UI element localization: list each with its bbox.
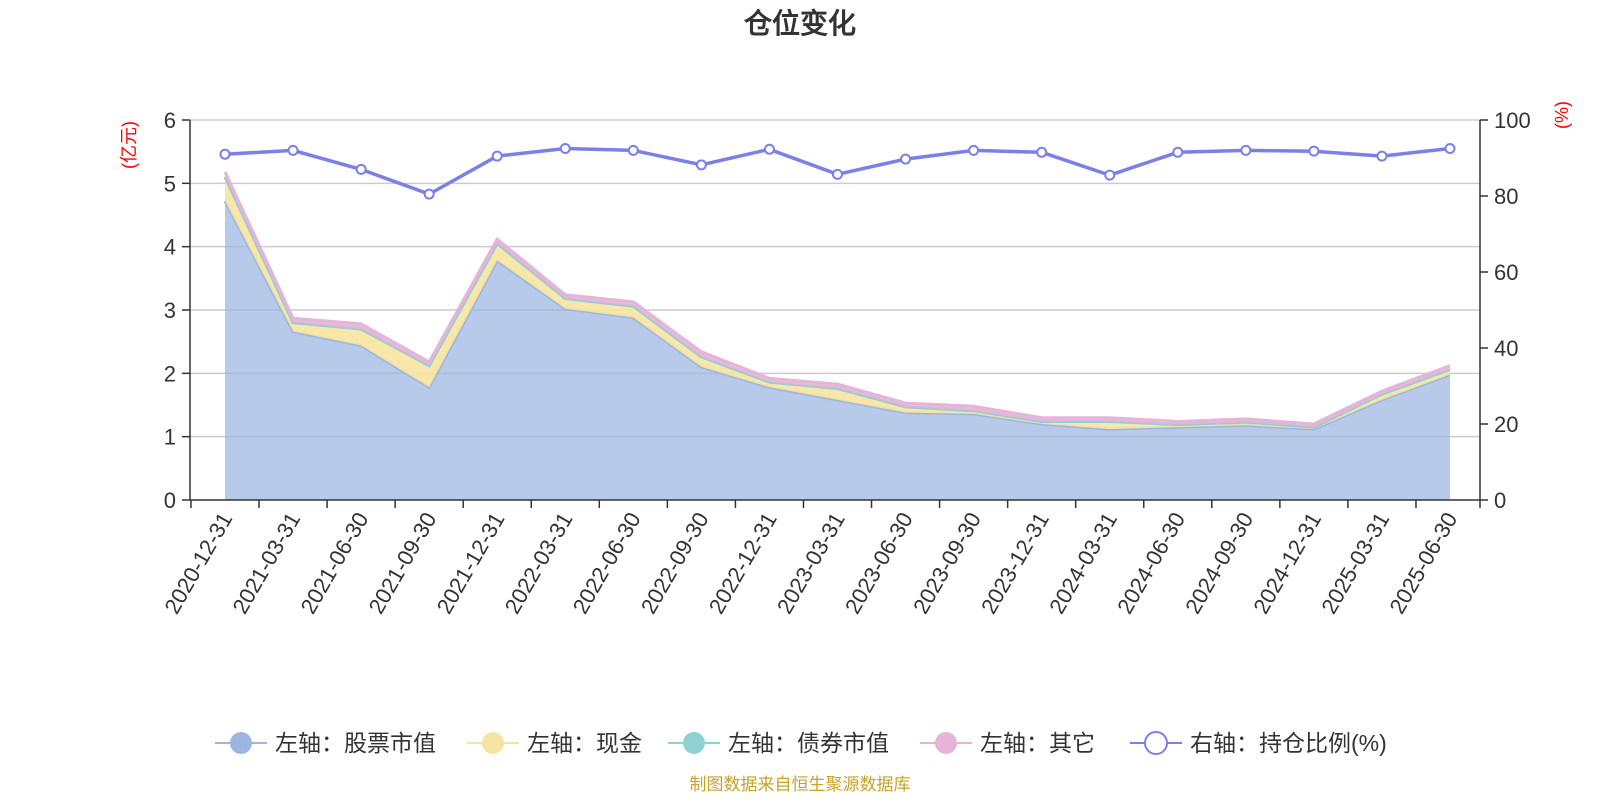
- right-tick-label: 80: [1494, 184, 1518, 209]
- x-tick-label: 2025-06-30: [1384, 508, 1462, 618]
- legend-marker: [1144, 731, 1168, 755]
- ratio-point: [968, 144, 980, 156]
- ratio-point: [1376, 150, 1388, 162]
- ratio-point: [695, 159, 707, 171]
- left-tick-label: 6: [164, 108, 176, 133]
- ratio-point: [1308, 145, 1320, 157]
- legend-marker: [683, 732, 705, 754]
- legend: 左轴：股票市值 左轴：现金 左轴：债券市值 左轴：其它 右轴：持仓比例(%): [215, 730, 1387, 756]
- line-series: [219, 143, 1456, 200]
- ratio-point: [1172, 146, 1184, 158]
- legend-marker: [230, 732, 252, 754]
- left-tick-label: 3: [164, 298, 176, 323]
- x-tick-label: 2024-12-31: [1248, 508, 1326, 618]
- legend-label: 右轴：持仓比例(%): [1190, 730, 1387, 756]
- ratio-point: [763, 143, 775, 155]
- legend-marker: [482, 732, 504, 754]
- source-note: 制图数据来自恒生聚源数据库: [690, 775, 911, 794]
- ratio-point: [1104, 169, 1116, 181]
- right-tick-label: 20: [1494, 412, 1518, 437]
- x-tick-label: 2022-12-31: [704, 508, 782, 618]
- x-tick-label: 2022-03-31: [500, 508, 578, 618]
- left-tick-label: 1: [164, 425, 176, 450]
- x-tick-label: 2024-09-30: [1180, 508, 1258, 618]
- x-tick-label: 2020-12-31: [159, 508, 237, 618]
- left-tick-label: 4: [164, 235, 176, 260]
- legend-marker: [935, 732, 957, 754]
- x-tick-label: 2023-12-31: [976, 508, 1054, 618]
- right-tick-label: 40: [1494, 336, 1518, 361]
- ratio-point: [1240, 144, 1252, 156]
- legend-label: 左轴：债券市值: [728, 730, 889, 756]
- x-tick-label: 2021-06-30: [296, 508, 374, 618]
- ratio-point: [355, 163, 367, 175]
- left-tick-label: 2: [164, 361, 176, 386]
- x-tick-label: 2024-03-31: [1044, 508, 1122, 618]
- legend-label: 左轴：其它: [980, 730, 1095, 756]
- ratio-point: [900, 153, 912, 165]
- right-tick-label: 100: [1494, 108, 1531, 133]
- ratio-point: [491, 150, 503, 162]
- area-series: [223, 171, 1451, 500]
- x-tick-label: 2023-06-30: [840, 508, 918, 618]
- x-tick-label: 2023-03-31: [772, 508, 850, 618]
- ratio-point: [559, 143, 571, 154]
- area-edge-4: [223, 171, 1451, 426]
- ratio-point: [287, 144, 299, 156]
- ratio-point: [1036, 146, 1048, 158]
- ratio-point: [832, 168, 843, 180]
- ratio-point: [423, 188, 435, 200]
- x-tick-label: 2024-06-30: [1112, 508, 1190, 618]
- x-tick-label: 2021-12-31: [432, 508, 510, 618]
- x-tick-label: 2023-09-30: [908, 508, 986, 618]
- legend-label: 左轴：股票市值: [275, 730, 436, 756]
- x-tick-label: 2021-03-31: [227, 508, 305, 618]
- area-1: [225, 201, 1450, 500]
- right-tick-label: 60: [1494, 260, 1518, 285]
- ratio-point: [219, 148, 231, 160]
- area-2: [225, 177, 1450, 430]
- x-tick-label: 2025-03-31: [1316, 508, 1394, 618]
- x-tick-label: 2022-09-30: [636, 508, 714, 618]
- right-axis-unit: (%): [1552, 101, 1572, 129]
- ratio-point: [627, 144, 639, 156]
- left-tick-label: 0: [164, 488, 176, 513]
- x-tick-label: 2022-06-30: [568, 508, 646, 618]
- left-tick-label: 5: [164, 171, 176, 196]
- chart-title: 仓位变化: [744, 7, 856, 39]
- left-axis-unit: (亿元): [119, 121, 139, 169]
- x-tick-label: 2021-09-30: [364, 508, 442, 618]
- right-tick-label: 0: [1494, 488, 1506, 513]
- ratio-point: [1444, 143, 1456, 154]
- legend-label: 左轴：现金: [527, 730, 642, 756]
